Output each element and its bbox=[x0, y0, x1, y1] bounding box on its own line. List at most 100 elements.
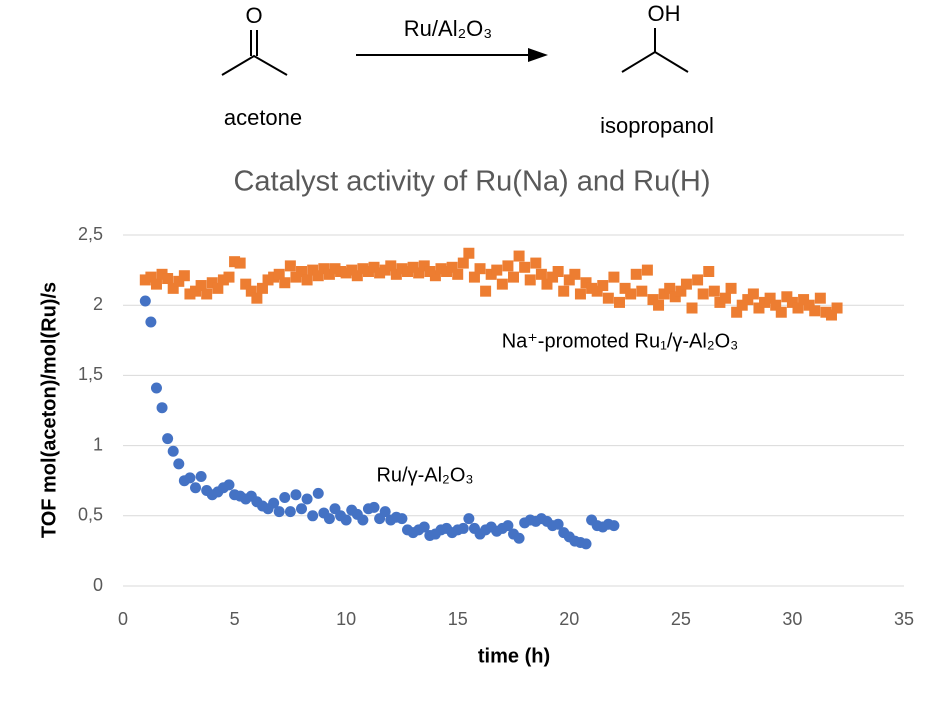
data-point bbox=[809, 305, 821, 317]
data-point bbox=[240, 278, 252, 290]
data-point bbox=[307, 510, 319, 522]
data-point bbox=[374, 267, 386, 279]
data-point bbox=[820, 306, 832, 318]
data-point bbox=[608, 520, 620, 532]
data-point bbox=[312, 487, 324, 499]
data-point bbox=[463, 247, 475, 259]
data-point bbox=[636, 285, 648, 297]
x-tick-label: 5 bbox=[230, 609, 240, 629]
data-point bbox=[195, 280, 207, 292]
atom-label: OH bbox=[648, 1, 681, 26]
data-point bbox=[268, 497, 280, 509]
data-point bbox=[781, 291, 793, 303]
data-point bbox=[580, 277, 592, 289]
data-point bbox=[658, 288, 670, 300]
data-point bbox=[792, 302, 804, 314]
data-point bbox=[362, 266, 374, 278]
data-point bbox=[474, 263, 486, 275]
data-point bbox=[714, 296, 726, 308]
data-point bbox=[139, 274, 151, 286]
data-point bbox=[290, 489, 302, 501]
data-point bbox=[234, 257, 246, 269]
data-point bbox=[268, 271, 280, 283]
y-tick-label: 2 bbox=[93, 294, 103, 314]
data-point bbox=[619, 282, 631, 294]
data-point bbox=[251, 292, 263, 304]
data-point bbox=[625, 288, 637, 300]
data-point bbox=[424, 266, 436, 278]
data-point bbox=[301, 274, 313, 286]
data-point bbox=[825, 309, 837, 321]
data-point bbox=[524, 274, 536, 286]
data-point bbox=[457, 257, 469, 269]
data-point bbox=[552, 266, 564, 278]
data-point bbox=[513, 250, 525, 262]
reactant-label: acetone bbox=[224, 105, 302, 130]
data-point bbox=[647, 294, 659, 306]
data-point bbox=[747, 288, 759, 300]
data-point bbox=[513, 532, 525, 544]
data-point bbox=[502, 260, 514, 272]
data-point bbox=[630, 268, 642, 280]
data-point bbox=[156, 268, 168, 280]
data-point bbox=[496, 278, 508, 290]
series-label: Ru/γ-Al₂O₃ bbox=[376, 464, 473, 486]
data-point bbox=[418, 521, 430, 533]
data-point bbox=[613, 296, 625, 308]
data-point bbox=[162, 273, 174, 285]
data-point bbox=[418, 260, 430, 272]
data-point bbox=[541, 278, 553, 290]
data-point bbox=[173, 458, 185, 470]
data-point bbox=[742, 294, 754, 306]
data-point bbox=[798, 294, 810, 306]
data-point bbox=[178, 270, 190, 282]
data-point bbox=[591, 285, 603, 297]
data-point bbox=[641, 264, 653, 276]
data-point bbox=[396, 263, 408, 275]
x-tick-label: 20 bbox=[559, 609, 579, 629]
data-point bbox=[608, 271, 620, 283]
data-point bbox=[212, 282, 224, 294]
x-tick-label: 15 bbox=[448, 609, 468, 629]
data-point bbox=[485, 268, 497, 280]
data-point bbox=[206, 277, 218, 289]
product-label: isopropanol bbox=[600, 113, 714, 138]
grid: 0 0,5 1 1,5 2 2,5 0 5 10 15 20 25 30 35 bbox=[78, 224, 914, 629]
data-point bbox=[736, 299, 748, 311]
data-point bbox=[764, 292, 776, 304]
data-point bbox=[441, 266, 453, 278]
catalyst-label: Ru/Al₂O₃ bbox=[404, 16, 492, 41]
data-point bbox=[775, 306, 787, 318]
annotations: Na⁺-promoted Ru₁/γ-Al₂O₃ Ru/γ-Al₂O₃ bbox=[376, 330, 738, 486]
y-axis-title: TOF mol(aceton)/mol(Ru)/s bbox=[38, 282, 60, 538]
data-point bbox=[173, 275, 185, 287]
data-point bbox=[190, 482, 202, 494]
data-point bbox=[167, 445, 179, 457]
data-point bbox=[396, 513, 408, 525]
data-point bbox=[703, 266, 715, 278]
data-point bbox=[653, 299, 665, 311]
data-point bbox=[217, 274, 229, 286]
data-point bbox=[586, 282, 598, 294]
data-point bbox=[312, 270, 324, 282]
acetone-structure bbox=[221, 30, 288, 76]
plot-area bbox=[139, 247, 843, 550]
data-point bbox=[452, 268, 464, 280]
series-label: Na⁺-promoted Ru₁/γ-Al₂O₃ bbox=[502, 330, 739, 352]
data-point bbox=[223, 479, 235, 491]
data-point bbox=[323, 268, 335, 280]
data-point bbox=[770, 299, 782, 311]
data-point bbox=[519, 261, 531, 273]
data-point bbox=[468, 271, 480, 283]
data-point bbox=[340, 267, 352, 279]
data-point bbox=[329, 263, 341, 275]
data-point bbox=[351, 270, 363, 282]
data-point bbox=[435, 263, 447, 275]
y-tick-label: 0 bbox=[93, 575, 103, 595]
y-tick-label: 1 bbox=[93, 434, 103, 454]
data-point bbox=[335, 266, 347, 278]
data-point bbox=[307, 264, 319, 276]
data-point bbox=[279, 492, 291, 504]
data-point bbox=[379, 264, 391, 276]
